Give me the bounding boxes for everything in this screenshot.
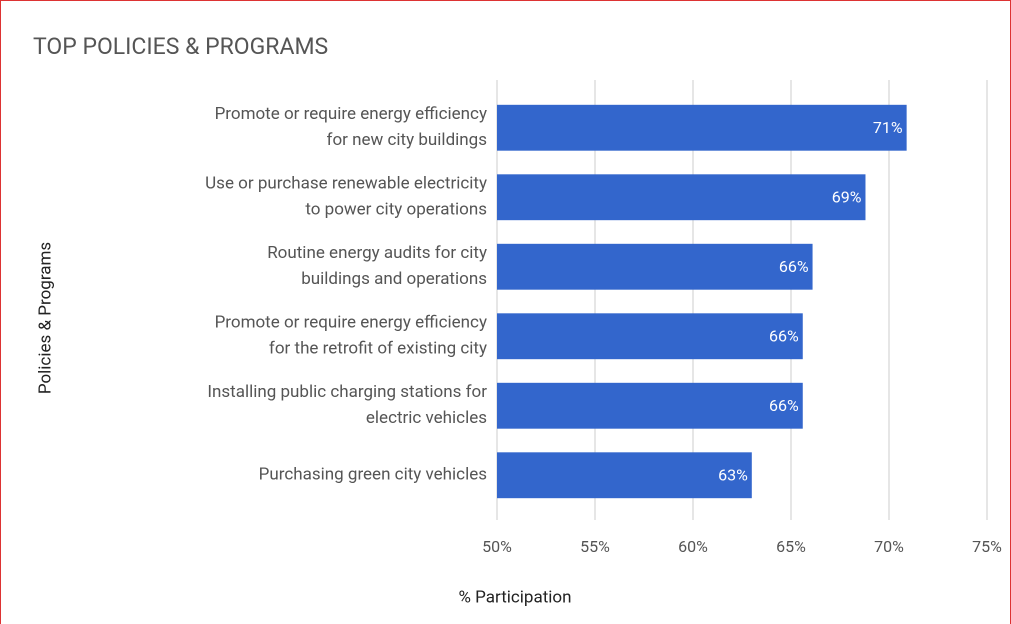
y-tick-label: Installing public charging stations for	[207, 382, 487, 402]
x-tick-label: 65%	[776, 537, 806, 556]
y-tick-label: Promote or require energy efficiency	[215, 313, 487, 333]
bar	[497, 104, 907, 151]
x-axis-label: % Participation	[458, 587, 571, 607]
value-label: 71%	[873, 118, 903, 137]
y-tick-label: for the retrofit of existing city	[269, 339, 487, 359]
bar	[497, 313, 803, 360]
chart-title: TOP POLICIES & PROGRAMS	[33, 33, 328, 60]
bar	[497, 452, 752, 499]
x-tick-label: 55%	[580, 537, 610, 556]
y-tick-label: Routine energy audits for city	[267, 243, 487, 263]
x-tick-label: 75%	[972, 537, 1002, 556]
y-tick-label: to power city operations	[305, 200, 487, 220]
y-tick-label: Use or purchase renewable electricity	[205, 174, 487, 194]
value-label: 66%	[779, 257, 809, 276]
value-label: 66%	[769, 326, 799, 345]
y-tick-label: buildings and operations	[301, 269, 487, 289]
y-tick-label: for new city buildings	[327, 130, 487, 150]
x-tick-label: 50%	[482, 537, 512, 556]
value-label: 63%	[718, 465, 748, 484]
value-label: 66%	[769, 396, 799, 415]
x-tick-label: 70%	[874, 537, 904, 556]
y-tick-label: Promote or require energy efficiency	[215, 104, 487, 124]
bar	[497, 382, 803, 429]
value-label: 69%	[832, 187, 862, 206]
y-tick-label: electric vehicles	[366, 408, 487, 428]
y-tick-label: Purchasing green city vehicles	[259, 465, 487, 485]
bar	[497, 243, 813, 290]
x-tick-label: 60%	[678, 537, 708, 556]
y-axis-label: Policies & Programs	[35, 242, 55, 394]
bar	[497, 174, 866, 221]
